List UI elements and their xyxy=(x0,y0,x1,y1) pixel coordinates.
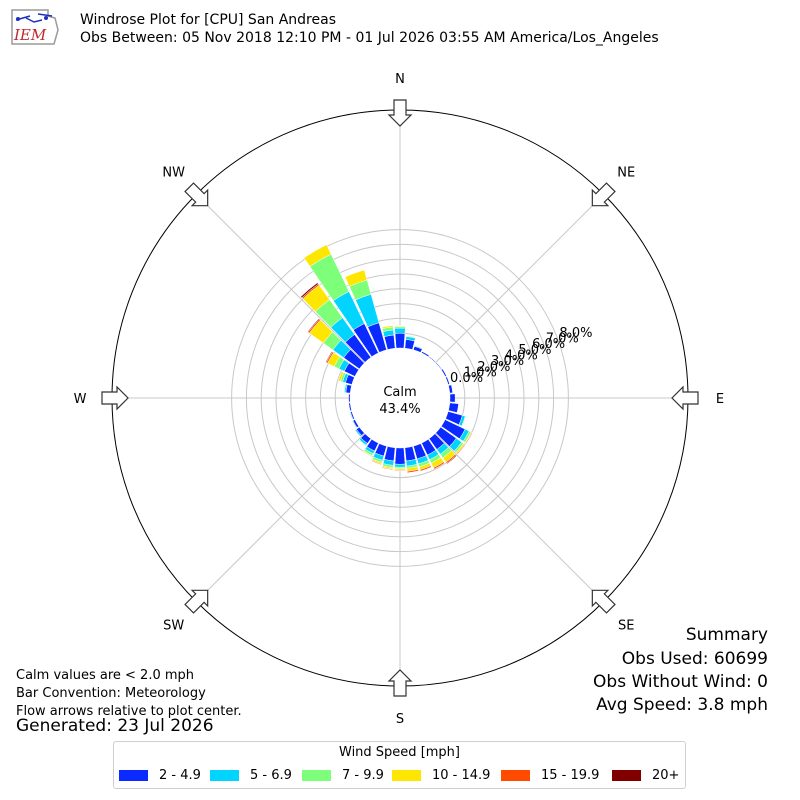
radial-tick-label: 5.0% xyxy=(518,343,551,358)
direction-arrows xyxy=(101,99,699,697)
direction-labels: N NE E SE S SW W NW xyxy=(74,72,725,727)
windrose-bars xyxy=(300,244,473,474)
legend-swatch xyxy=(501,770,530,781)
summary-avg-speed: Avg Speed: 3.8 mph xyxy=(596,695,768,715)
windrose-bar-segment xyxy=(358,439,367,447)
calm-percent: 43.4% xyxy=(379,402,420,417)
windrose-bar-segment xyxy=(394,463,406,468)
chart-subtitle: Obs Between: 05 Nov 2018 12:10 PM - 01 J… xyxy=(80,30,659,46)
flow-arrow-icon xyxy=(387,669,413,697)
windrose-bar-segment xyxy=(354,430,361,438)
calm-circle xyxy=(350,348,450,448)
windrose-bar-segment xyxy=(349,411,354,420)
radial-tick-label: 1.0% xyxy=(464,365,497,380)
windrose-bar-segment xyxy=(363,450,373,457)
windrose-bar-segment xyxy=(394,325,406,327)
legend-label: 20+ xyxy=(652,768,680,783)
direction-label: SW xyxy=(163,618,184,633)
windrose-bar-segment xyxy=(325,351,333,363)
legend-title: Wind Speed [mph] xyxy=(339,745,460,760)
legend-swatch xyxy=(119,770,148,781)
radial-tick-label: 0.0% xyxy=(450,371,483,386)
radial-tick-label: 3.0% xyxy=(491,354,524,369)
windrose-bar-segment xyxy=(449,393,456,403)
radial-tick-label: 7.0% xyxy=(546,331,579,346)
windrose-bar-segment xyxy=(344,269,368,287)
windrose-bar-segment xyxy=(446,455,458,465)
legend-label: 5 - 6.9 xyxy=(250,768,292,783)
note-calm-values: Calm values are < 2.0 mph xyxy=(16,668,195,683)
generated-date: Generated: 23 Jul 2026 xyxy=(16,716,214,736)
windrose-bar-segment xyxy=(351,420,357,429)
note-bar-convention: Bar Convention: Meteorology xyxy=(16,686,206,701)
legend-label: 10 - 14.9 xyxy=(432,768,491,783)
flow-arrow-icon xyxy=(184,182,209,207)
windrose-bar-segment xyxy=(394,447,406,465)
windrose-bar-segment xyxy=(394,327,406,334)
legend-swatch xyxy=(392,770,421,781)
windrose-bar-segment xyxy=(303,244,332,267)
radial-tick-label: 4.0% xyxy=(505,348,538,363)
windrose-bar-segment xyxy=(337,371,345,382)
windrose-bar-segment xyxy=(371,460,382,465)
legend: Wind Speed [mph] 2 - 4.9 5 - 6.9 7 - 9.9… xyxy=(113,741,686,789)
flow-arrow-icon xyxy=(387,99,413,127)
direction-label: NW xyxy=(162,166,185,181)
radial-tick-label: 6.0% xyxy=(532,337,565,352)
windrose-bar-segment xyxy=(381,325,394,330)
windrose-bar-segment xyxy=(405,335,416,339)
windrose-bar-segment xyxy=(307,318,320,333)
windrose-bar-segment xyxy=(465,432,473,444)
windrose-bar-segment xyxy=(343,383,347,393)
iem-logo: IEM xyxy=(11,9,59,45)
summary-title: Summary xyxy=(685,625,768,645)
flow-arrow-icon xyxy=(591,182,616,207)
radial-tick-labels: 0.0%1.0%2.0%3.0%4.0%5.0%6.0%7.0%8.0% xyxy=(450,326,592,386)
windrose-bar-segment xyxy=(394,332,406,349)
windrose-bar-segment xyxy=(404,339,415,350)
flow-arrow-icon xyxy=(591,589,616,614)
legend-swatch xyxy=(302,770,331,781)
windrose-bar-segment xyxy=(448,402,459,413)
windrose-bar-segment xyxy=(419,465,432,472)
radial-tick-label: 8.0% xyxy=(559,326,592,341)
flow-arrow-icon xyxy=(101,385,129,411)
flow-arrow-icon xyxy=(184,589,209,614)
radial-tick-label: 2.0% xyxy=(477,360,510,375)
logo-text: IEM xyxy=(13,26,47,44)
summary-obs-used: Obs Used: 60699 xyxy=(621,649,768,669)
windrose-bar-segment xyxy=(461,415,467,427)
windrose-bar-segment xyxy=(406,469,419,474)
legend-swatch xyxy=(210,770,239,781)
direction-label: W xyxy=(74,392,87,407)
windrose-bar-segment xyxy=(433,461,445,470)
direction-label: E xyxy=(716,392,724,407)
legend-label: 15 - 19.9 xyxy=(541,768,600,783)
direction-label: NE xyxy=(617,166,635,181)
note-flow-arrows: Flow arrows relative to plot center. xyxy=(16,704,242,719)
legend-swatch xyxy=(612,770,641,781)
flow-arrow-icon xyxy=(671,385,699,411)
windrose-bar-segment xyxy=(348,393,351,403)
windrose-bar-segment xyxy=(394,469,406,472)
calm-label: Calm xyxy=(383,385,416,400)
windrose-bar-segment xyxy=(300,282,319,299)
chart-title: Windrose Plot for [CPU] San Andreas xyxy=(80,12,336,28)
direction-label: N xyxy=(395,72,405,87)
direction-label: S xyxy=(396,712,404,727)
windrose-bar-segment xyxy=(381,466,394,471)
direction-label: SE xyxy=(618,618,634,633)
windrose-bar-segment xyxy=(414,345,423,350)
legend-label: 2 - 4.9 xyxy=(159,768,201,783)
legend-label: 7 - 9.9 xyxy=(342,768,384,783)
windrose-bar-segment xyxy=(456,443,466,455)
summary-obs-without-wind: Obs Without Wind: 0 xyxy=(593,672,768,692)
